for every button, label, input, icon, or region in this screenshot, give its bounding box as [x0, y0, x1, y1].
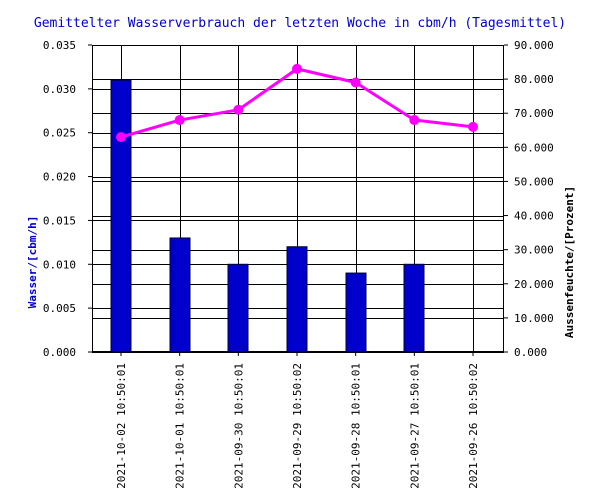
y2-tick-label: 40.000 [514, 210, 554, 223]
x-tick-label: 2021-10-02 10:50:01 [115, 363, 128, 489]
plot-frame [92, 45, 504, 352]
y2-tick-label: 30.000 [514, 244, 554, 257]
y-tick-label: 0.025 [43, 127, 76, 140]
bar [286, 246, 308, 353]
y2-tick-label: 50.000 [514, 175, 554, 188]
bar [345, 272, 367, 353]
humidity-point [292, 63, 302, 74]
y-tick-label: 0.030 [43, 83, 76, 96]
axes: 0.000 0.005 0.010 0.015 0.020 0.025 0.030 0.035… [43, 39, 554, 489]
humidity-point [174, 115, 185, 126]
humidity-point [116, 132, 126, 143]
y2-tick-label: 90.000 [514, 39, 554, 52]
bar [403, 263, 425, 353]
x-tick-label: 2021-09-30 10:50:01 [232, 363, 245, 489]
y2-axis-label: Aussenfeuchte/[Prozent] [563, 186, 576, 338]
chart-title: Gemittelter Wasserverbrauch der letzten … [34, 16, 566, 31]
x-tick-label: 2021-09-26 10:50:02 [467, 363, 480, 489]
y-tick-label: 0.015 [43, 214, 76, 227]
humidity-point [233, 104, 244, 115]
x-tick-label: 2021-10-01 10:50:01 [174, 363, 187, 489]
bar [110, 79, 132, 353]
y-axis-label: Wasser/[cbm/h] [26, 216, 39, 309]
x-tick-label: 2021-09-28 10:50:01 [350, 363, 363, 489]
bar [169, 237, 191, 353]
y2-tick-label: 10.000 [514, 312, 554, 325]
humidity-point [468, 121, 478, 132]
y2-tick-label: 20.000 [514, 278, 554, 291]
y-tick-label: 0.005 [43, 302, 76, 315]
bar [227, 263, 249, 353]
humidity-point [409, 115, 420, 126]
y-tick-label: 0.010 [43, 258, 76, 271]
humidity-series [116, 63, 478, 143]
y-tick-label: 0.035 [43, 39, 76, 52]
y2-tick-label: 80.000 [514, 73, 554, 86]
y2-tick-label: 70.000 [514, 107, 554, 120]
y2-tick-label: 0.000 [514, 346, 547, 359]
x-tick-label: 2021-09-29 10:50:02 [291, 363, 304, 489]
y2-tick-label: 60.000 [514, 141, 554, 154]
y-tick-label: 0.020 [43, 171, 76, 184]
bar-series [110, 79, 425, 353]
x-tick-label: 2021-09-27 10:50:01 [408, 363, 421, 489]
humidity-point [350, 77, 361, 88]
y-tick-label: 0.000 [43, 346, 76, 359]
